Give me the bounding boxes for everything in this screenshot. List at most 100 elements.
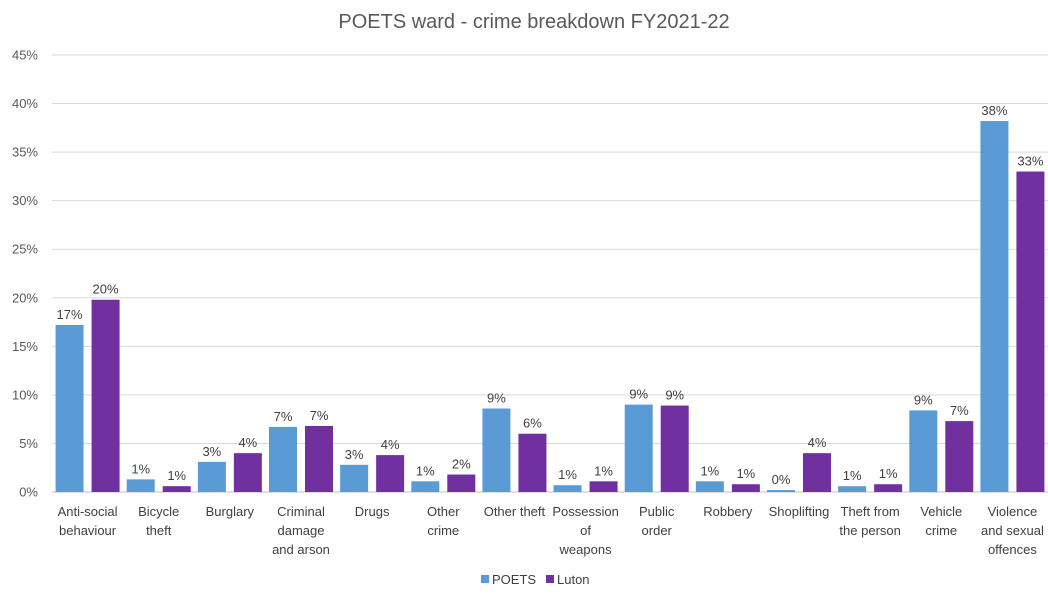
x-axis-categories: Anti-social behaviour Bicycle theft Burglary… [58, 504, 1044, 557]
bar-luton [803, 453, 831, 492]
y-tick-label: 15% [12, 339, 38, 354]
x-category-label: theft [146, 523, 172, 538]
bars [55, 121, 1045, 493]
x-category-label: of [580, 523, 591, 538]
y-axis-ticks: 0% 5% 10% 15% 20% 25% 30% 35% 40% 45% [12, 48, 38, 500]
bar-poets [838, 486, 867, 492]
bar-poets [482, 408, 511, 492]
bar-luton [660, 405, 689, 492]
data-label: 9% [914, 392, 933, 407]
bar-poets [553, 485, 582, 492]
data-labels: 17% 20% 1% 1% 3% 4% 7% 7% 3% 4% 1% 2% 9% 6% 1% 1% 9% 9% 1%… [57, 103, 1044, 487]
bar-luton [518, 433, 547, 492]
data-label: 7% [950, 403, 969, 418]
data-label: 33% [1017, 154, 1043, 169]
data-label: 9% [665, 388, 684, 403]
data-label: 1% [558, 467, 577, 482]
data-label: 4% [381, 437, 400, 452]
data-label: 4% [808, 435, 827, 450]
bar-poets [695, 481, 724, 492]
x-category-label: Theft from [841, 504, 900, 519]
data-label: 1% [131, 461, 150, 476]
data-label: 1% [700, 463, 719, 478]
x-category-label: Violence [988, 504, 1038, 519]
data-label: 7% [310, 408, 329, 423]
y-tick-label: 0% [19, 485, 38, 500]
data-label: 7% [274, 409, 293, 424]
bar-luton [162, 486, 191, 492]
y-tick-label: 30% [12, 193, 38, 208]
x-category-label: and sexual [981, 523, 1044, 538]
x-category-label: damage [278, 523, 325, 538]
data-label: 1% [167, 468, 186, 483]
data-label: 9% [629, 387, 648, 402]
x-category-label: Criminal [277, 504, 325, 519]
bar-poets [126, 479, 155, 492]
x-category-label: weapons [559, 542, 613, 557]
data-label: 2% [452, 457, 471, 472]
x-category-label: Public [639, 504, 675, 519]
data-label: 1% [843, 468, 862, 483]
chart-title: POETS ward - crime breakdown FY2021-22 [338, 11, 729, 33]
y-tick-label: 25% [12, 242, 38, 257]
x-category-label: Bicycle [138, 504, 179, 519]
x-category-label: Other theft [484, 504, 546, 519]
x-category-label: crime [427, 523, 459, 538]
x-category-label: Possession [552, 504, 618, 519]
legend: POETS Luton [481, 572, 590, 587]
x-category-label: the person [839, 523, 900, 538]
bar-luton [1016, 171, 1045, 493]
bar-poets [980, 121, 1009, 492]
data-label: 20% [93, 282, 119, 297]
legend-swatch-poets [481, 575, 489, 583]
legend-label-luton: Luton [557, 572, 590, 587]
bar-luton [447, 474, 476, 492]
data-label: 3% [345, 447, 364, 462]
x-category-label: Vehicle [920, 504, 962, 519]
bar-poets [197, 461, 226, 492]
data-label: 6% [523, 416, 542, 431]
x-category-label: Burglary [206, 504, 255, 519]
data-label: 1% [736, 466, 755, 481]
data-label: 3% [202, 444, 221, 459]
bar-luton [874, 484, 903, 492]
y-tick-label: 5% [19, 436, 38, 451]
bar-poets [55, 324, 84, 492]
data-label: 17% [57, 307, 83, 322]
bar-luton [91, 299, 120, 492]
x-category-label: Other [427, 504, 460, 519]
x-category-label: crime [925, 523, 957, 538]
x-category-label: Robbery [703, 504, 753, 519]
bar-poets [411, 481, 440, 492]
bar-poets [909, 410, 938, 492]
bar-luton [305, 425, 333, 492]
bar-luton [945, 421, 974, 492]
y-tick-label: 40% [12, 96, 38, 111]
data-label: 9% [487, 390, 506, 405]
y-tick-label: 10% [12, 387, 38, 402]
data-label: 38% [981, 103, 1007, 118]
y-tick-label: 35% [12, 145, 38, 160]
data-label: 1% [416, 463, 435, 478]
x-category-label: order [642, 523, 673, 538]
y-tick-label: 45% [12, 48, 38, 63]
data-label: 0% [772, 472, 791, 487]
bar-luton [731, 484, 760, 492]
bar-luton [376, 455, 405, 492]
bar-poets [340, 464, 369, 492]
bar-poets [767, 490, 795, 492]
x-category-label: Shoplifting [769, 504, 830, 519]
data-label: 1% [594, 463, 613, 478]
bar-luton [233, 453, 262, 492]
x-category-label: Drugs [355, 504, 390, 519]
legend-label-poets: POETS [492, 572, 536, 587]
x-category-label: offences [988, 542, 1037, 557]
y-tick-label: 20% [12, 290, 38, 305]
x-category-label: and arson [272, 542, 330, 557]
data-label: 1% [879, 466, 898, 481]
legend-swatch-luton [546, 575, 554, 583]
x-category-label: Anti-social [58, 504, 118, 519]
bar-luton [589, 481, 618, 492]
bar-poets [624, 404, 653, 492]
